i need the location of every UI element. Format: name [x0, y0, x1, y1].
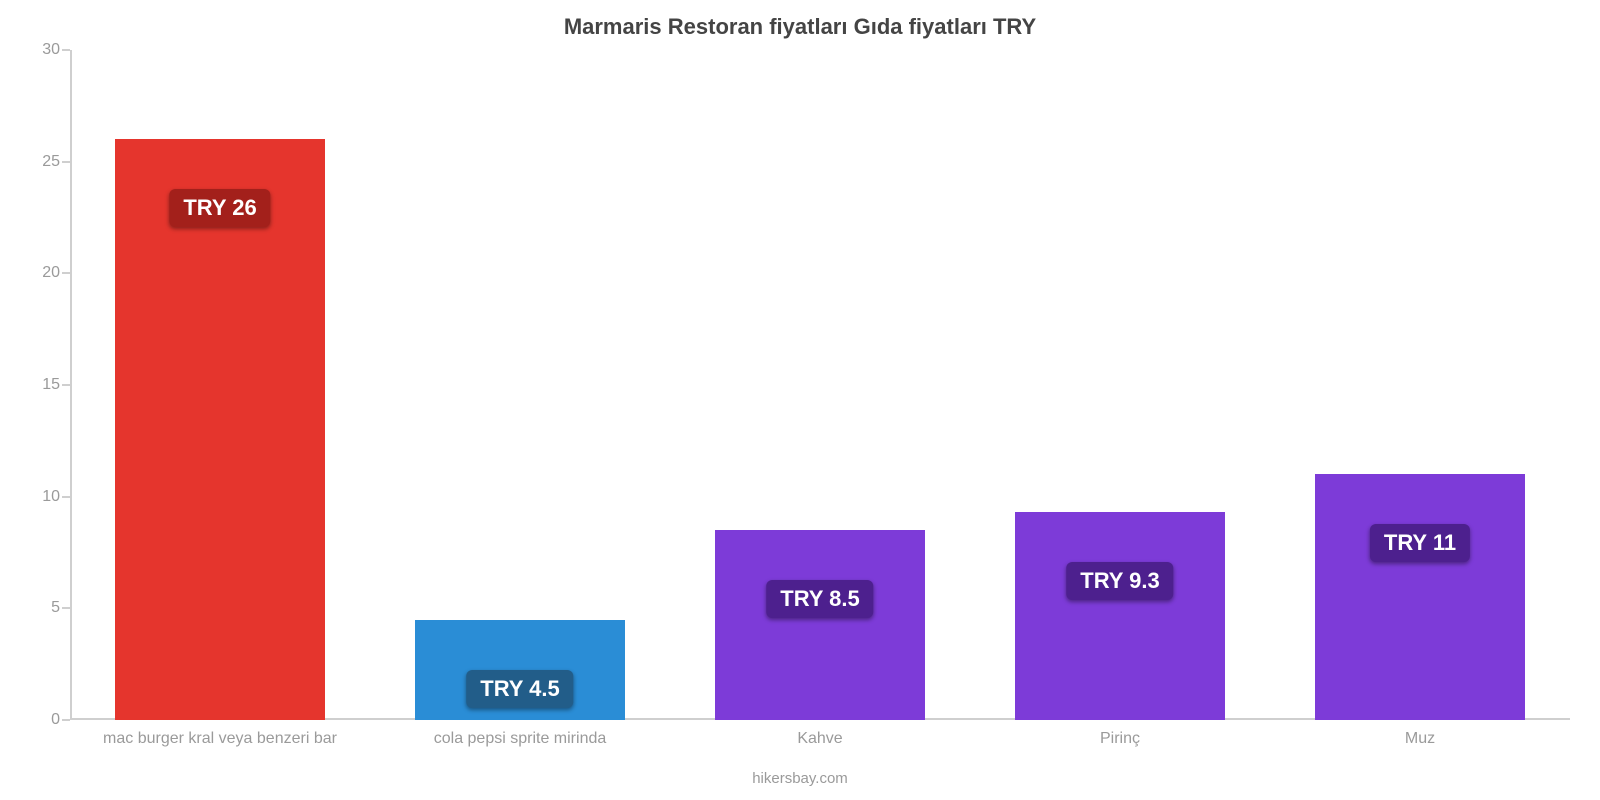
y-tick-label: 5: [51, 599, 60, 617]
x-category-label: cola pepsi sprite mirinda: [434, 730, 607, 748]
value-badge: TRY 9.3: [1066, 562, 1173, 600]
y-tick-label: 10: [42, 488, 60, 506]
plot-area: TRY 26TRY 4.5TRY 8.5TRY 9.3TRY 11 051015…: [70, 50, 1570, 720]
value-badge: TRY 8.5: [766, 580, 873, 618]
y-tick-mark: [62, 384, 70, 386]
x-category-label: Muz: [1405, 730, 1435, 748]
x-category-label: Pirinç: [1100, 730, 1140, 748]
x-category-label: mac burger kral veya benzeri bar: [103, 730, 337, 748]
bar: [1015, 512, 1225, 720]
y-tick-mark: [62, 719, 70, 721]
x-category-label: Kahve: [797, 730, 842, 748]
y-tick-mark: [62, 496, 70, 498]
value-badge: TRY 26: [169, 189, 270, 227]
y-tick-mark: [62, 607, 70, 609]
y-tick-mark: [62, 272, 70, 274]
y-tick-label: 25: [42, 153, 60, 171]
y-tick-label: 0: [51, 711, 60, 729]
chart-footer: hikersbay.com: [0, 770, 1600, 787]
value-badge: TRY 4.5: [466, 670, 573, 708]
bar: [1315, 474, 1525, 720]
y-tick-mark: [62, 161, 70, 163]
chart-container: Marmaris Restoran fiyatları Gıda fiyatla…: [0, 0, 1600, 800]
chart-title: Marmaris Restoran fiyatları Gıda fiyatla…: [0, 0, 1600, 40]
bars-layer: TRY 26 TRY 4.5 TRY 8.5 TRY 9.3 TRY 11: [70, 50, 1570, 720]
y-tick-label: 20: [42, 264, 60, 282]
y-tick-label: 15: [42, 376, 60, 394]
y-tick-label: 30: [42, 41, 60, 59]
y-tick-mark: [62, 49, 70, 51]
bar: [715, 530, 925, 720]
value-badge: TRY 11: [1370, 524, 1470, 562]
